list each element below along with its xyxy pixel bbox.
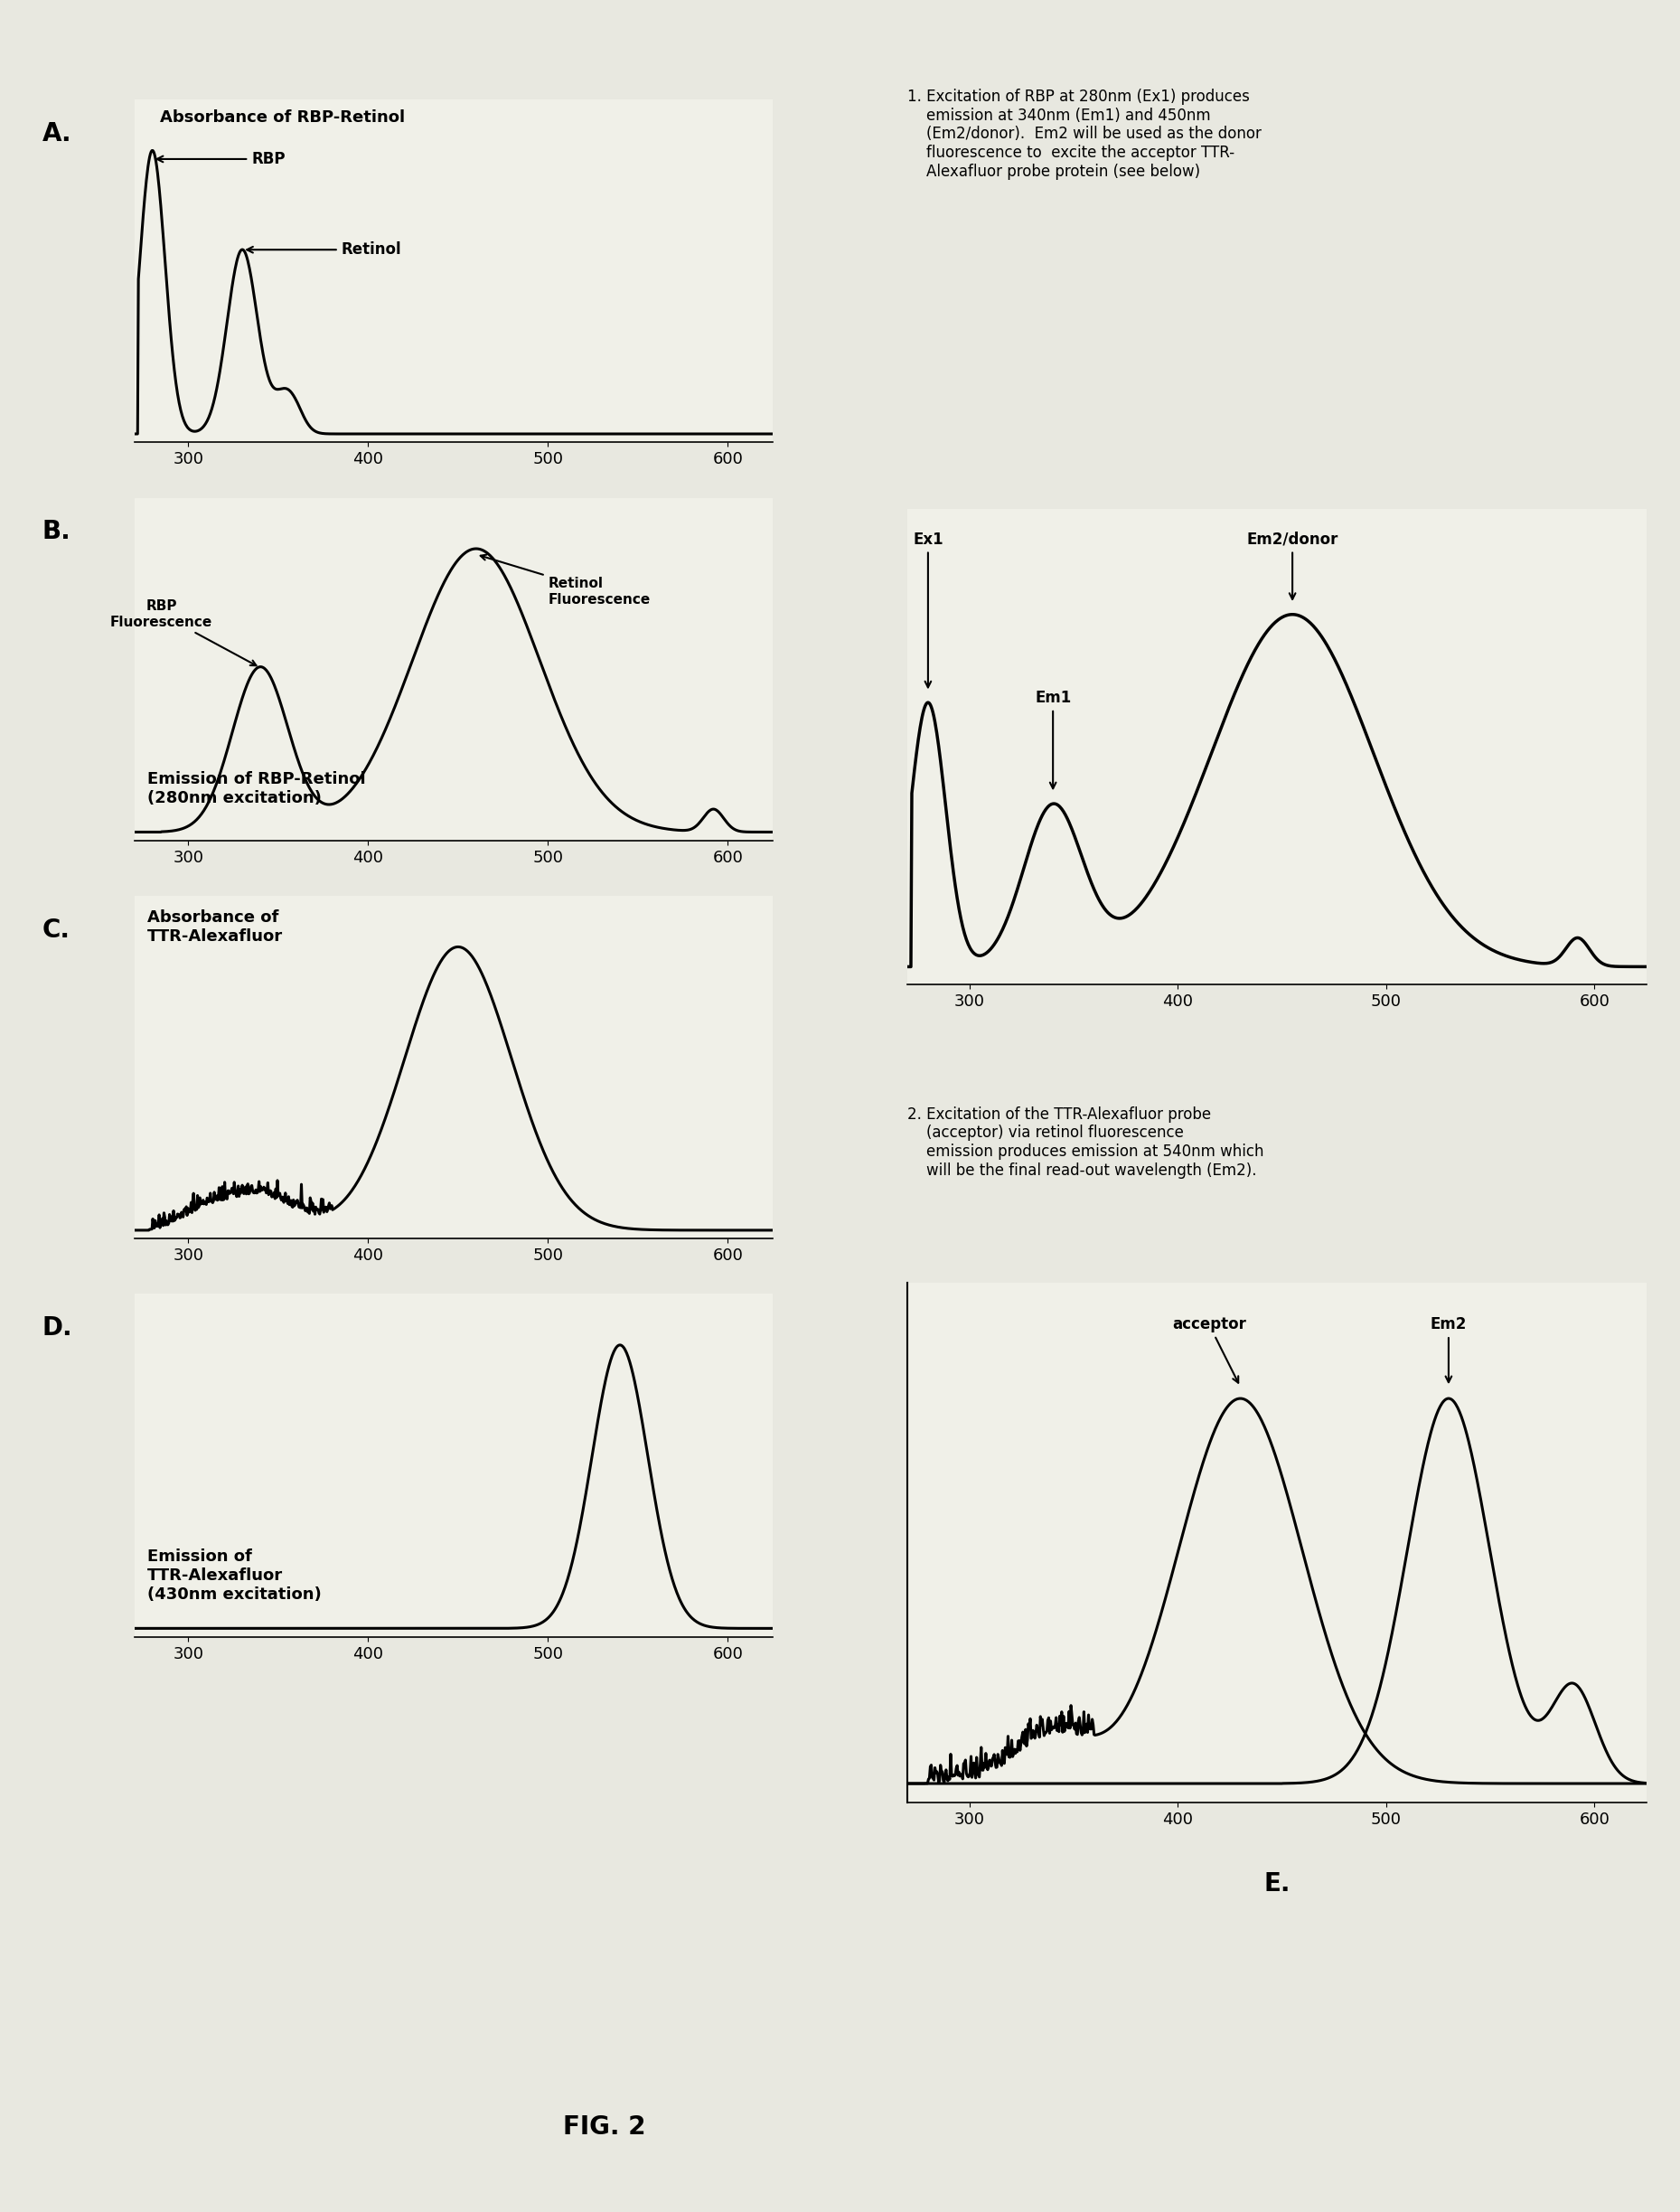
Text: RBP: RBP [156, 150, 286, 168]
Text: Em2: Em2 [1430, 1316, 1467, 1382]
Text: Retinol
Fluorescence: Retinol Fluorescence [480, 555, 650, 606]
Text: FIG. 2: FIG. 2 [563, 2115, 647, 2139]
Text: Em2/donor: Em2/donor [1247, 531, 1339, 599]
Text: Retinol: Retinol [247, 241, 402, 259]
Text: Em1: Em1 [1035, 690, 1072, 787]
Text: Absorbance of RBP-Retinol: Absorbance of RBP-Retinol [160, 111, 405, 126]
Text: Absorbance of
TTR-Alexafluor: Absorbance of TTR-Alexafluor [148, 909, 282, 945]
Text: C.: C. [42, 918, 71, 942]
Text: E.: E. [1263, 1871, 1290, 1896]
Text: B.: B. [42, 520, 71, 544]
Text: Emission of RBP-Retinol
(280nm excitation): Emission of RBP-Retinol (280nm excitatio… [148, 772, 366, 805]
Text: Ex1: Ex1 [912, 531, 942, 688]
Text: A.: A. [42, 122, 72, 146]
Text: RBP
Fluorescence: RBP Fluorescence [111, 599, 257, 666]
Text: D.: D. [42, 1316, 72, 1340]
Text: acceptor: acceptor [1173, 1316, 1247, 1382]
Text: 2. Excitation of the TTR-Alexafluor probe
    (acceptor) via retinol fluorescenc: 2. Excitation of the TTR-Alexafluor prob… [907, 1106, 1263, 1179]
Text: 1. Excitation of RBP at 280nm (Ex1) produces
    emission at 340nm (Em1) and 450: 1. Excitation of RBP at 280nm (Ex1) prod… [907, 88, 1262, 179]
Text: Emission of
TTR-Alexafluor
(430nm excitation): Emission of TTR-Alexafluor (430nm excita… [148, 1548, 321, 1604]
